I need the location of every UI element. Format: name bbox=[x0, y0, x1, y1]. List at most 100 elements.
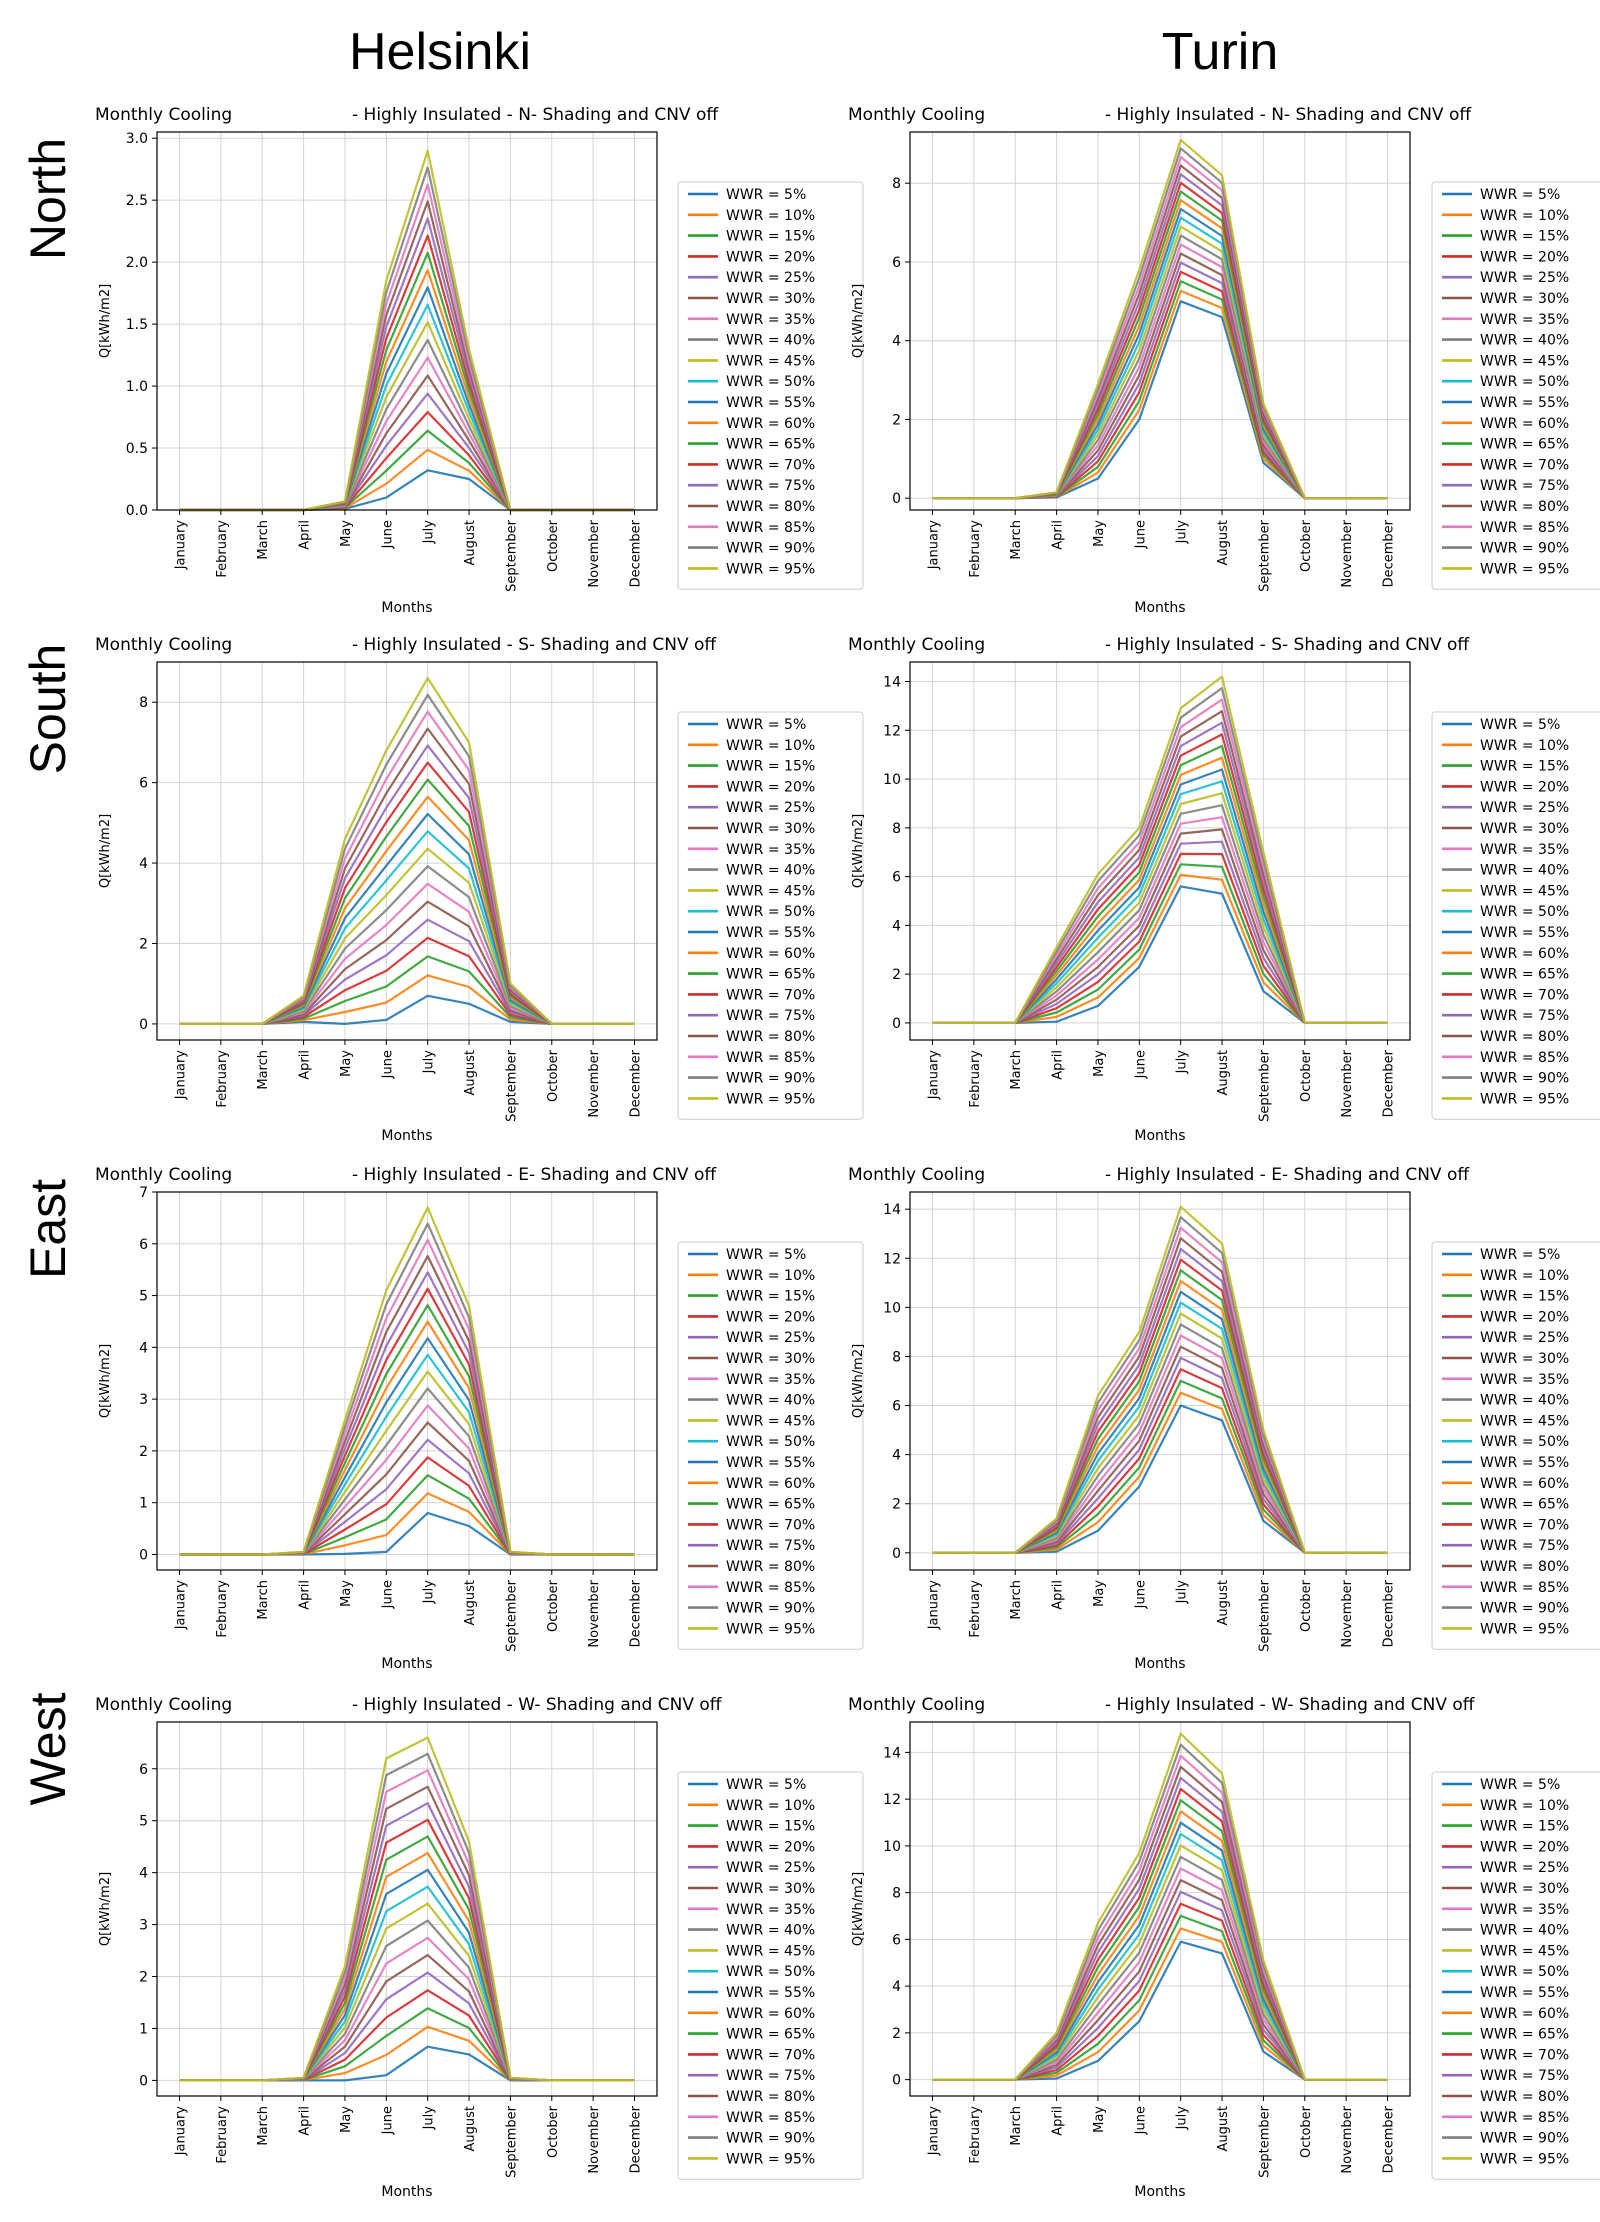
y-tick-label: 2 bbox=[139, 1970, 148, 1986]
series-line-65pct bbox=[179, 1304, 635, 1556]
series-line-55pct bbox=[179, 812, 635, 1026]
x-tick-label: June bbox=[380, 2106, 395, 2135]
legend-entry: WWR = 80% bbox=[1480, 1029, 1569, 1045]
x-tick-label: March bbox=[256, 1050, 271, 1090]
y-axis-label: Q[kWh/m2] bbox=[98, 1872, 113, 1946]
series-line-40pct bbox=[179, 1919, 635, 2082]
legend-box bbox=[1431, 1241, 1600, 1650]
legend-entry: WWR = 45% bbox=[1480, 1943, 1569, 1959]
x-tick-label: August bbox=[1216, 1580, 1231, 1626]
x-tick-label: May bbox=[1092, 1580, 1107, 1607]
legend-entry: WWR = 5% bbox=[1480, 187, 1560, 203]
x-tick-label: September bbox=[1257, 2105, 1272, 2178]
series-line-80pct bbox=[179, 727, 635, 1026]
series-line-75pct bbox=[179, 1271, 635, 1556]
chart-panel-helsinki-south: Monthly Cooling - Highly Insulated - S- S… bbox=[95, 635, 864, 1144]
x-tick-label: March bbox=[1009, 1050, 1024, 1090]
chart-panel-turin-west: Monthly Cooling - Highly Insulated - W- S… bbox=[848, 1695, 1600, 2200]
y-axis-label: Q[kWh/m2] bbox=[851, 284, 866, 358]
legend-entry: WWR = 30% bbox=[1480, 1881, 1569, 1897]
legend-entry: WWR = 65% bbox=[1480, 1497, 1569, 1513]
x-tick-label: June bbox=[1133, 520, 1148, 549]
x-tick-label: May bbox=[339, 2106, 354, 2133]
series-line-15pct bbox=[932, 1379, 1388, 1554]
x-tick-label: January bbox=[174, 1580, 189, 1631]
legend-entry: WWR = 85% bbox=[726, 1050, 815, 1066]
legend-entry: WWR = 55% bbox=[1480, 1455, 1569, 1471]
series-line-80pct bbox=[932, 710, 1388, 1025]
y-tick-label: 12 bbox=[883, 723, 901, 739]
x-tick-label: July bbox=[422, 1050, 437, 1075]
y-tick-label: 14 bbox=[883, 1745, 901, 1761]
series-line-65pct bbox=[179, 251, 635, 512]
legend-entry: WWR = 40% bbox=[1480, 1393, 1569, 1409]
x-tick-label: July bbox=[1175, 520, 1190, 545]
legend-entry: WWR = 75% bbox=[726, 1538, 815, 1554]
legend-entry: WWR = 55% bbox=[726, 1455, 815, 1471]
x-axis-label: Months bbox=[1134, 2184, 1185, 2200]
x-tick-label: February bbox=[968, 1580, 983, 1638]
series-line-30pct bbox=[179, 374, 635, 512]
x-tick-label: December bbox=[1382, 2105, 1397, 2173]
legend-entry: WWR = 40% bbox=[1480, 333, 1569, 349]
legend-entry: WWR = 10% bbox=[1480, 738, 1569, 754]
legend-entry: WWR = 35% bbox=[726, 312, 815, 328]
series-line-10pct bbox=[932, 1391, 1388, 1554]
plot-frame bbox=[156, 131, 658, 511]
x-tick-label: December bbox=[629, 519, 644, 587]
legend-entry: WWR = 30% bbox=[1480, 821, 1569, 837]
series-line-25pct bbox=[179, 1971, 635, 2082]
y-tick-label: 6 bbox=[139, 776, 148, 792]
series-line-80pct bbox=[179, 1254, 635, 1556]
chart-title-left: Monthly Cooling bbox=[848, 1165, 985, 1185]
x-tick-label: April bbox=[298, 520, 313, 550]
x-axis-label: Months bbox=[381, 1656, 432, 1672]
y-tick-label: 2 bbox=[139, 1444, 148, 1460]
legend-entry: WWR = 20% bbox=[726, 1309, 815, 1325]
series-line-50pct bbox=[932, 1301, 1388, 1554]
y-tick-label: 1.5 bbox=[126, 317, 148, 333]
chart-title-left: Monthly Cooling bbox=[848, 1695, 985, 1715]
legend-entry: WWR = 40% bbox=[1480, 1923, 1569, 1939]
legend-box bbox=[677, 1771, 864, 2180]
x-tick-label: September bbox=[1257, 519, 1272, 592]
legend-entry: WWR = 40% bbox=[726, 1923, 815, 1939]
legend-entry: WWR = 20% bbox=[1480, 1309, 1569, 1325]
series-line-30pct bbox=[179, 900, 635, 1026]
y-tick-label: 4 bbox=[139, 1340, 148, 1356]
chart-panel-helsinki-west: Monthly Cooling - Highly Insulated - W- S… bbox=[95, 1695, 864, 2200]
y-tick-label: 0 bbox=[892, 1546, 901, 1562]
legend-entry: WWR = 70% bbox=[1480, 987, 1569, 1003]
y-tick-label: 0 bbox=[892, 1016, 901, 1032]
legend-entry: WWR = 90% bbox=[1480, 1601, 1569, 1617]
legend-entry: WWR = 40% bbox=[726, 333, 815, 349]
legend-entry: WWR = 55% bbox=[726, 925, 815, 941]
series-line-5pct bbox=[932, 1404, 1388, 1554]
y-tick-label: 8 bbox=[892, 821, 901, 837]
series-line-30pct bbox=[179, 1421, 635, 1556]
chart-panel-helsinki-north: Monthly Cooling - Highly Insulated - N- S… bbox=[95, 105, 864, 616]
y-tick-label: 2 bbox=[139, 936, 148, 952]
y-axis-label: Q[kWh/m2] bbox=[851, 1344, 866, 1418]
x-tick-label: September bbox=[504, 1579, 519, 1652]
series-line-20pct bbox=[179, 411, 635, 512]
chart-title-right: - Highly Insulated - S- Shading and CNV … bbox=[352, 635, 717, 655]
legend-entry: WWR = 20% bbox=[1480, 1839, 1569, 1855]
legend-entry: WWR = 70% bbox=[1480, 457, 1569, 473]
y-tick-label: 0 bbox=[892, 2073, 901, 2089]
y-tick-label: 0 bbox=[139, 2073, 148, 2089]
legend-entry: WWR = 50% bbox=[1480, 1964, 1569, 1980]
y-tick-label: 1.0 bbox=[126, 379, 148, 395]
legend-entry: WWR = 65% bbox=[726, 967, 815, 983]
legend-entry: WWR = 55% bbox=[726, 395, 815, 411]
y-tick-label: 2.5 bbox=[126, 193, 148, 209]
x-tick-label: April bbox=[298, 1580, 313, 1610]
x-tick-label: February bbox=[215, 520, 230, 578]
x-tick-label: February bbox=[215, 1050, 230, 1108]
series-line-30pct bbox=[932, 1345, 1388, 1554]
x-tick-label: December bbox=[1382, 519, 1397, 587]
legend-entry: WWR = 75% bbox=[726, 1008, 815, 1024]
y-tick-label: 7 bbox=[139, 1185, 148, 1201]
series-line-50pct bbox=[179, 1353, 635, 1556]
chart-title-right: - Highly Insulated - N- Shading and CNV … bbox=[1105, 105, 1472, 125]
